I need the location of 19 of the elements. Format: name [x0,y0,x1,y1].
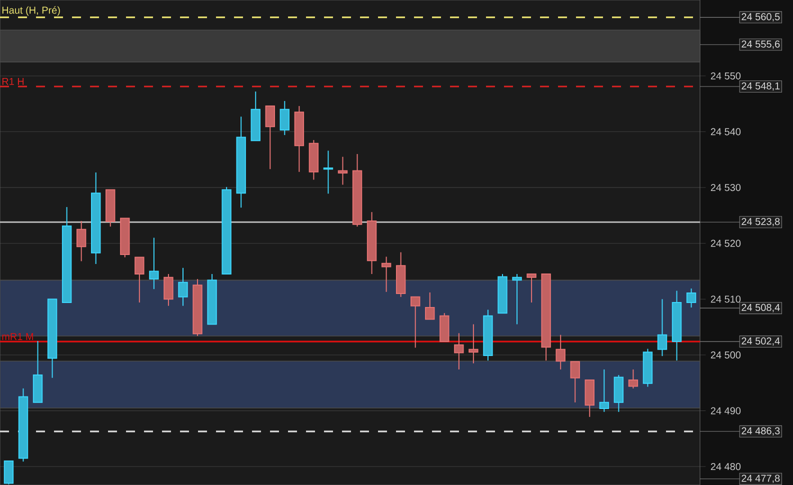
y-tick-label: 24 540 [710,128,741,136]
y-tick-label: 24 490 [710,407,741,414]
y2-tick-label: 24 486,3 [742,427,780,436]
y-tick-label: 24 520 [710,240,741,247]
y2-tick-label: 24 477,8 [742,474,780,483]
y2-tick-label: 24 502,4 [742,337,780,346]
y-tick-label: 24 500 [710,351,741,358]
y-tick-label: 24 530 [710,184,741,192]
y2-tick-label: 24 560,5 [742,13,780,22]
y-tick-label: 24 480 [710,463,741,470]
y2-tick-label: 24 523,8 [742,218,780,226]
y-tick-label: 24 550 [710,72,741,80]
y-tick-label: 24 510 [710,296,741,303]
y2-tick-label: 24 555,6 [742,40,780,49]
y2-tick-label: 24 548,1 [742,82,780,91]
ref-line-label: mR1 M [2,333,33,340]
ref-line-label: R1 H [2,78,24,85]
ref-line-label: Haut (H, Pré) [2,6,60,16]
y2-tick-label: 24 508,4 [742,304,780,312]
